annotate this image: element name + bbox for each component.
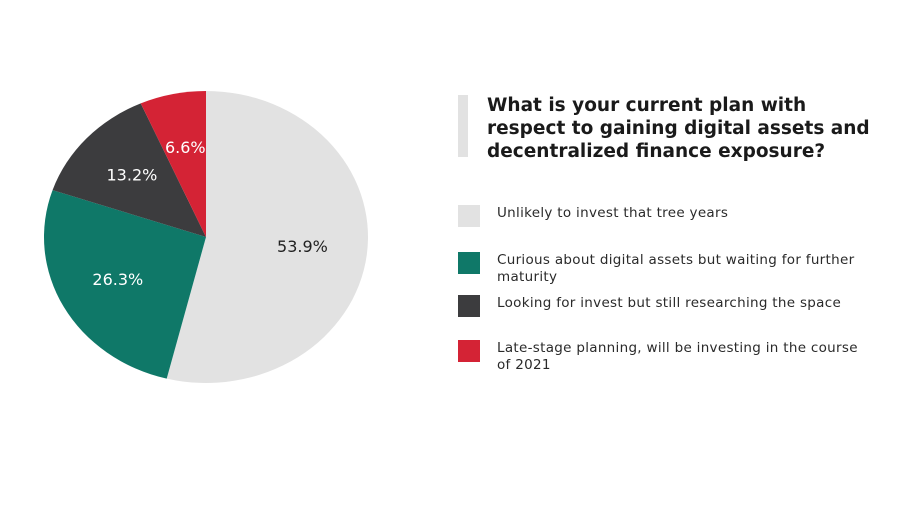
data-label: 26.3% [92, 270, 143, 289]
pie-slice [140, 91, 206, 237]
data-label: 6.6% [165, 138, 206, 157]
legend-swatch [458, 295, 480, 317]
pie-slice [44, 190, 206, 379]
legend-swatch [458, 252, 480, 274]
chart-title: What is your current plan with respect t… [487, 95, 870, 162]
pie-slice [52, 103, 207, 237]
legend-label: Curious about digital assets but waiting… [497, 252, 855, 285]
legend-swatch [458, 340, 480, 362]
title-bar [458, 95, 468, 157]
data-label: 53.9% [277, 237, 328, 256]
legend-label: Looking for invest but still researching… [497, 295, 842, 311]
legend-label: Late-stage planning, will be investing i… [497, 340, 858, 373]
legend-swatch [458, 205, 480, 227]
legend-label: Unlikely to invest that tree years [497, 205, 729, 221]
data-label: 13.2% [107, 165, 158, 184]
pie-slice [166, 91, 368, 383]
